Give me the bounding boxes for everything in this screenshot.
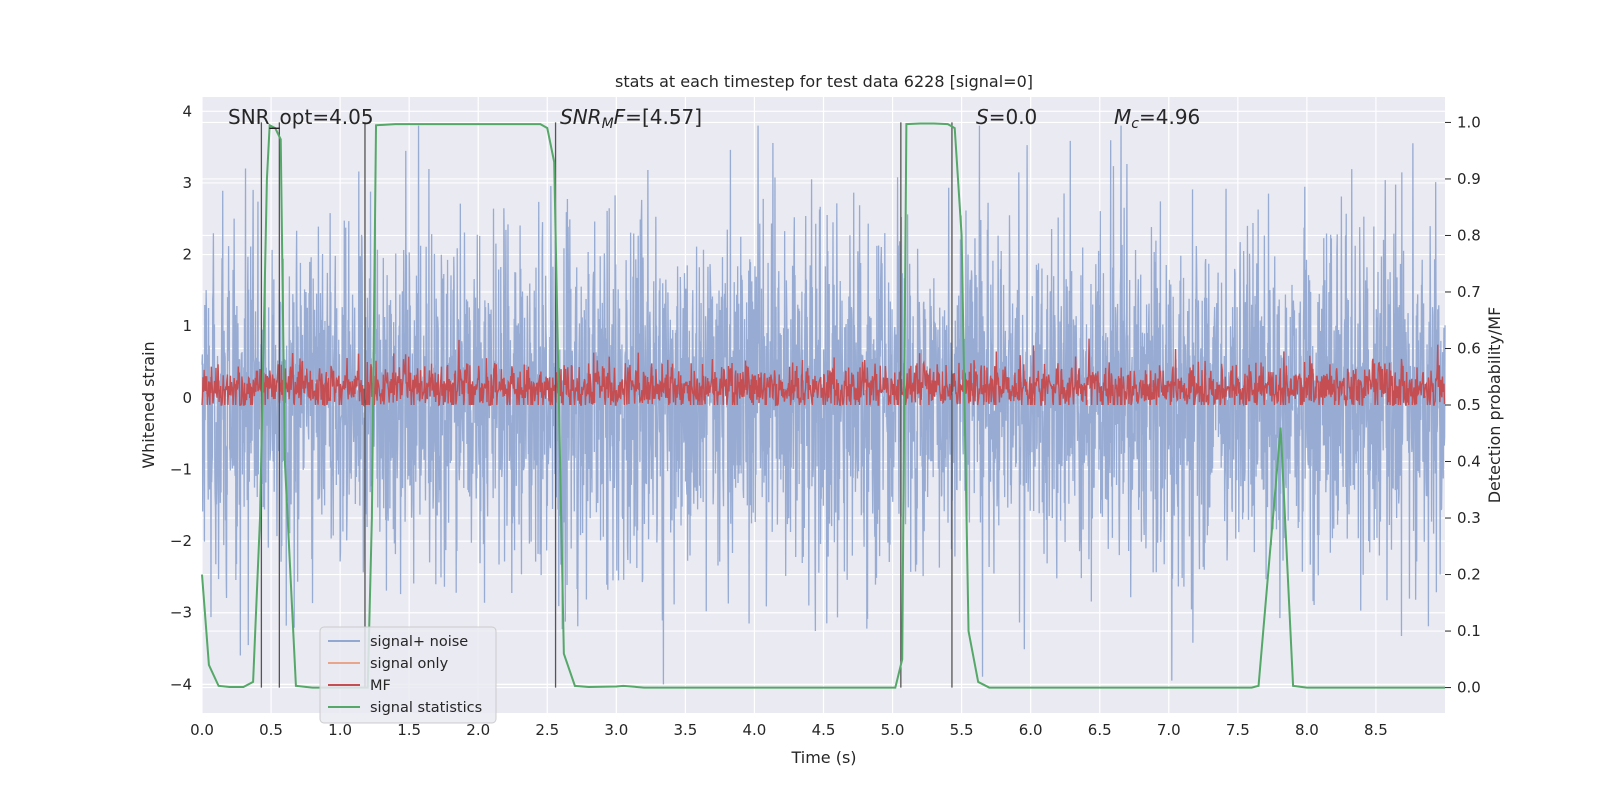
y-tick-label: 0: [182, 389, 192, 407]
x-tick-label: 8.5: [1364, 721, 1388, 739]
y-axis-right: 0.0 0.1 0.2 0.3 0.4 0.5 0.6 0.7 0.8 0.9 1.0: [1445, 113, 1481, 697]
x-tick-label: 1.0: [328, 721, 352, 739]
x-tick-label: 7.5: [1226, 721, 1250, 739]
x-tick-label: 6.0: [1019, 721, 1043, 739]
x-axis: 0.0 0.5 1.0 1.5 2.0 2.5 3.0 3.5 4.0 4.5 5.0 5.5 6.0 6…: [190, 721, 1388, 739]
annotation-s: S=0.0: [976, 105, 1037, 129]
x-tick-label: 0.0: [190, 721, 214, 739]
x-tick-label: 8.0: [1295, 721, 1319, 739]
plot-series-group: [201, 122, 1446, 689]
annotation-snr-opt: SNR_opt=4.05: [228, 105, 374, 129]
y2-tick-label: 0.1: [1457, 622, 1481, 640]
y2-tick-label: 0.3: [1457, 509, 1481, 527]
y2-tick-label: 0.5: [1457, 396, 1481, 414]
x-tick-label: 4.0: [743, 721, 767, 739]
annotation-snr-mf: SNRMF=[4.57]: [560, 105, 702, 132]
x-tick-label: 3.0: [604, 721, 628, 739]
y-tick-label: −3: [170, 604, 192, 622]
x-tick-label: 3.5: [673, 721, 697, 739]
series-mf: [201, 338, 1446, 408]
legend: signal+ noise signal only MF signal stat…: [319, 626, 497, 724]
x-tick-label: 7.0: [1157, 721, 1181, 739]
x-tick-label: 6.5: [1088, 721, 1112, 739]
x-tick-label: 1.5: [397, 721, 421, 739]
legend-label-signal-statistics: signal statistics: [370, 700, 482, 716]
y-tick-label: −4: [170, 675, 192, 693]
mc-value: 4.96: [1156, 105, 1201, 129]
x-axis-label: Time (s): [790, 748, 856, 767]
x-tick-label: 5.5: [950, 721, 974, 739]
annotation-mc: Mc=4.96: [1114, 105, 1200, 132]
y-tick-label: 3: [182, 174, 192, 192]
chart-title: stats at each timestep for test data 622…: [615, 72, 1033, 91]
y2-tick-label: 0.7: [1457, 283, 1481, 301]
legend-label-signal-only: signal only: [370, 656, 449, 672]
y2-tick-label: 0.9: [1457, 170, 1481, 188]
legend-label-mf: MF: [370, 678, 391, 694]
y2-axis-label: Detection probability/MF: [1485, 307, 1504, 504]
snr-mf-value: [4.57]: [642, 105, 702, 129]
y2-tick-label: 0.2: [1457, 566, 1481, 584]
s-value: 0.0: [1005, 105, 1037, 129]
y-tick-label: −2: [170, 532, 192, 550]
y-axis-left: −4 −3 −2 −1 0 1 2 3 4: [170, 102, 192, 693]
legend-label-signal-noise: signal+ noise: [370, 634, 468, 650]
y-tick-label: 4: [182, 102, 192, 120]
y2-tick-label: 0.8: [1457, 226, 1481, 244]
y2-tick-label: 0.6: [1457, 339, 1481, 357]
y-tick-label: −1: [170, 460, 192, 478]
x-tick-label: 2.0: [466, 721, 490, 739]
y-tick-label: 1: [182, 317, 192, 335]
y-tick-label: 2: [182, 246, 192, 264]
x-tick-label: 5.0: [881, 721, 905, 739]
y2-tick-label: 0.0: [1457, 679, 1481, 697]
y2-tick-label: 0.4: [1457, 453, 1481, 471]
y2-tick-label: 1.0: [1457, 113, 1481, 131]
x-tick-label: 4.5: [812, 721, 836, 739]
series-signal-statistics: [201, 122, 1445, 689]
y-axis-label: Whitened strain: [139, 341, 158, 468]
x-tick-label: 2.5: [535, 721, 559, 739]
x-tick-label: 0.5: [259, 721, 283, 739]
